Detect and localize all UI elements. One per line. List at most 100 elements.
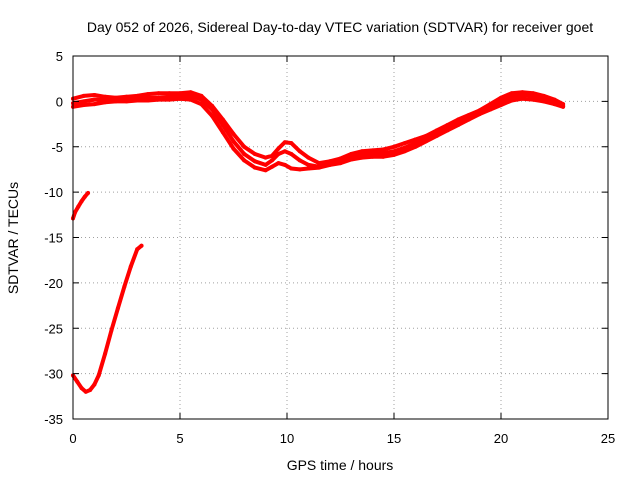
data-point bbox=[188, 93, 193, 98]
x-axis-label: GPS time / hours bbox=[287, 457, 394, 473]
data-point bbox=[145, 98, 150, 103]
data-point bbox=[276, 161, 281, 166]
data-point bbox=[242, 152, 247, 156]
data-point bbox=[552, 102, 557, 107]
data-point bbox=[424, 139, 429, 144]
data-point bbox=[349, 157, 354, 162]
y-tick-label: -20 bbox=[44, 276, 63, 291]
data-point bbox=[252, 159, 257, 164]
data-point bbox=[402, 141, 407, 146]
data-point bbox=[81, 103, 86, 107]
data-point bbox=[370, 148, 375, 153]
x-tick-label: 20 bbox=[494, 431, 508, 446]
data-point bbox=[370, 154, 375, 159]
data-point bbox=[79, 199, 84, 204]
data-point bbox=[531, 93, 536, 98]
data-point bbox=[242, 158, 247, 163]
data-point bbox=[381, 147, 386, 152]
x-tick-label: 25 bbox=[601, 431, 615, 446]
data-point bbox=[297, 149, 302, 154]
data-point bbox=[282, 140, 287, 145]
data-point bbox=[178, 96, 182, 101]
data-point bbox=[520, 93, 525, 97]
data-point bbox=[199, 97, 204, 102]
data-point bbox=[270, 164, 274, 169]
data-point bbox=[113, 99, 118, 104]
data-point bbox=[359, 155, 364, 160]
y-tick-label: -30 bbox=[44, 367, 63, 382]
data-point bbox=[220, 123, 225, 127]
grid-lines bbox=[73, 56, 608, 419]
data-point bbox=[561, 104, 566, 109]
data-point bbox=[252, 152, 257, 156]
data-point bbox=[231, 132, 236, 136]
data-point bbox=[83, 389, 88, 394]
data-point bbox=[263, 168, 268, 173]
data-point bbox=[263, 155, 268, 160]
data-point bbox=[103, 100, 108, 105]
data-point bbox=[178, 91, 182, 96]
data-point bbox=[199, 93, 204, 98]
y-tick-label: 0 bbox=[56, 94, 63, 109]
data-point bbox=[96, 373, 101, 378]
data-point bbox=[402, 149, 407, 154]
data-point bbox=[81, 99, 86, 104]
data-point bbox=[477, 112, 482, 117]
x-tick-label: 10 bbox=[280, 431, 294, 446]
data-point bbox=[392, 144, 396, 149]
data-point bbox=[270, 158, 274, 163]
data-point bbox=[128, 264, 133, 269]
y-tick-label: -15 bbox=[44, 231, 63, 246]
data-point bbox=[76, 204, 81, 209]
data-point bbox=[381, 154, 386, 159]
data-point bbox=[499, 103, 503, 107]
data-point bbox=[338, 161, 343, 166]
data-point bbox=[139, 243, 144, 248]
data-point bbox=[509, 91, 514, 96]
data-series bbox=[71, 90, 566, 394]
data-point bbox=[520, 96, 525, 101]
data-point bbox=[92, 97, 97, 102]
data-point bbox=[276, 152, 281, 156]
data-point bbox=[220, 130, 225, 135]
data-point bbox=[188, 97, 193, 102]
data-point bbox=[231, 139, 236, 144]
data-point bbox=[297, 158, 302, 163]
data-point bbox=[317, 165, 322, 170]
y-axis-label: SDTVAR / TECUs bbox=[5, 182, 21, 294]
data-point bbox=[349, 152, 354, 156]
data-point bbox=[456, 123, 461, 127]
data-point bbox=[413, 144, 418, 149]
data-point bbox=[242, 144, 247, 149]
y-tick-label: -35 bbox=[44, 412, 63, 427]
data-point bbox=[509, 98, 514, 103]
data-point bbox=[109, 328, 114, 333]
data-point bbox=[79, 386, 84, 391]
data-point bbox=[167, 97, 172, 102]
data-point bbox=[392, 152, 396, 157]
data-point bbox=[82, 194, 87, 199]
data-point bbox=[124, 99, 129, 104]
data-point bbox=[359, 149, 364, 154]
y-tick-label: -5 bbox=[51, 140, 63, 155]
data-point bbox=[466, 117, 471, 122]
data-point bbox=[188, 90, 193, 95]
data-point bbox=[499, 95, 503, 100]
data-point bbox=[434, 133, 439, 138]
data-point bbox=[156, 97, 161, 102]
data-point bbox=[317, 161, 322, 166]
data-point bbox=[289, 141, 294, 146]
data-point bbox=[306, 166, 311, 171]
data-point bbox=[289, 152, 294, 156]
data-point bbox=[381, 151, 386, 156]
data-point bbox=[75, 379, 80, 384]
data-point bbox=[210, 107, 215, 112]
data-point bbox=[306, 155, 311, 160]
data-point bbox=[392, 149, 396, 154]
data-point bbox=[135, 247, 140, 252]
data-point bbox=[445, 128, 450, 133]
data-point bbox=[282, 162, 287, 167]
data-point bbox=[145, 92, 150, 97]
x-tick-label: 5 bbox=[176, 431, 183, 446]
